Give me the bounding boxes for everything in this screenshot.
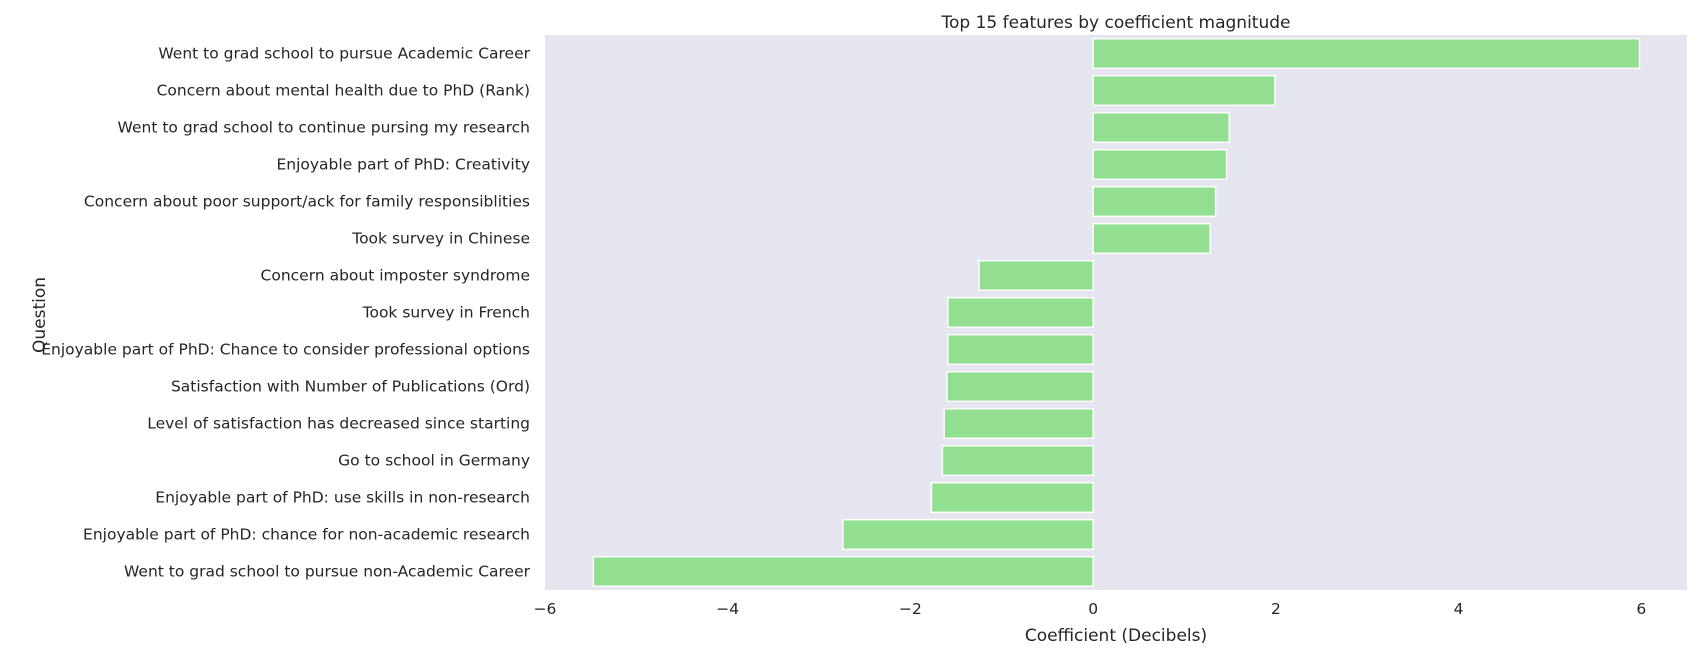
bar-4 <box>1092 185 1217 218</box>
bar-6 <box>978 259 1094 292</box>
y-tick-label: Go to school in Germany <box>338 452 530 470</box>
x-tick-labels: −6 −4 −2 0 2 4 6 <box>534 600 1647 618</box>
chart-title: Top 15 features by coefficient magnitude <box>941 13 1291 33</box>
bar-12 <box>930 481 1094 514</box>
y-tick-label: Concern about mental health due to PhD (… <box>157 82 530 100</box>
y-tick-label: Went to grad school to pursue non-Academ… <box>124 563 531 581</box>
x-tick-label: −2 <box>899 600 922 618</box>
y-tick-label: Enjoyable part of PhD: Chance to conside… <box>41 341 530 359</box>
bar-14 <box>592 555 1094 588</box>
y-tick-label: Satisfaction with Number of Publications… <box>171 378 530 396</box>
x-tick-label: 6 <box>1636 600 1646 618</box>
bar-13 <box>842 518 1094 551</box>
bar-9 <box>946 370 1094 403</box>
bar-1 <box>1092 74 1276 107</box>
y-tick-labels: Went to grad school to pursue Academic C… <box>41 45 530 581</box>
bar-8 <box>947 333 1094 366</box>
y-tick-label: Took survey in Chinese <box>351 230 530 248</box>
bar-2 <box>1092 111 1231 144</box>
x-tick-label: −6 <box>534 600 557 618</box>
x-tick-label: 4 <box>1454 600 1464 618</box>
x-tick-label: −4 <box>716 600 739 618</box>
y-tick-label: Took survey in French <box>362 304 530 322</box>
bar-5 <box>1092 222 1211 255</box>
y-tick-label: Went to grad school to pursue Academic C… <box>158 45 530 63</box>
bar-3 <box>1092 148 1228 181</box>
bar-10 <box>943 407 1094 440</box>
x-axis-label: Coefficient (Decibels) <box>1025 626 1207 646</box>
y-tick-label: Enjoyable part of PhD: use skills in non… <box>155 489 530 507</box>
y-tick-label: Concern about imposter syndrome <box>261 267 530 285</box>
y-tick-label: Enjoyable part of PhD: Creativity <box>276 156 530 174</box>
bars-group <box>592 37 1641 588</box>
x-tick-label: 2 <box>1271 600 1281 618</box>
y-tick-label: Went to grad school to continue pursing … <box>118 119 530 137</box>
y-axis-label: Question <box>30 277 50 353</box>
x-tick-label: 0 <box>1088 600 1098 618</box>
bar-0 <box>1092 37 1641 70</box>
y-tick-label: Concern about poor support/ack for famil… <box>84 193 530 211</box>
bar-7 <box>947 296 1094 329</box>
y-tick-label: Level of satisfaction has decreased sinc… <box>147 415 530 433</box>
y-tick-label: Enjoyable part of PhD: chance for non-ac… <box>83 526 530 544</box>
bar-11 <box>941 444 1094 477</box>
